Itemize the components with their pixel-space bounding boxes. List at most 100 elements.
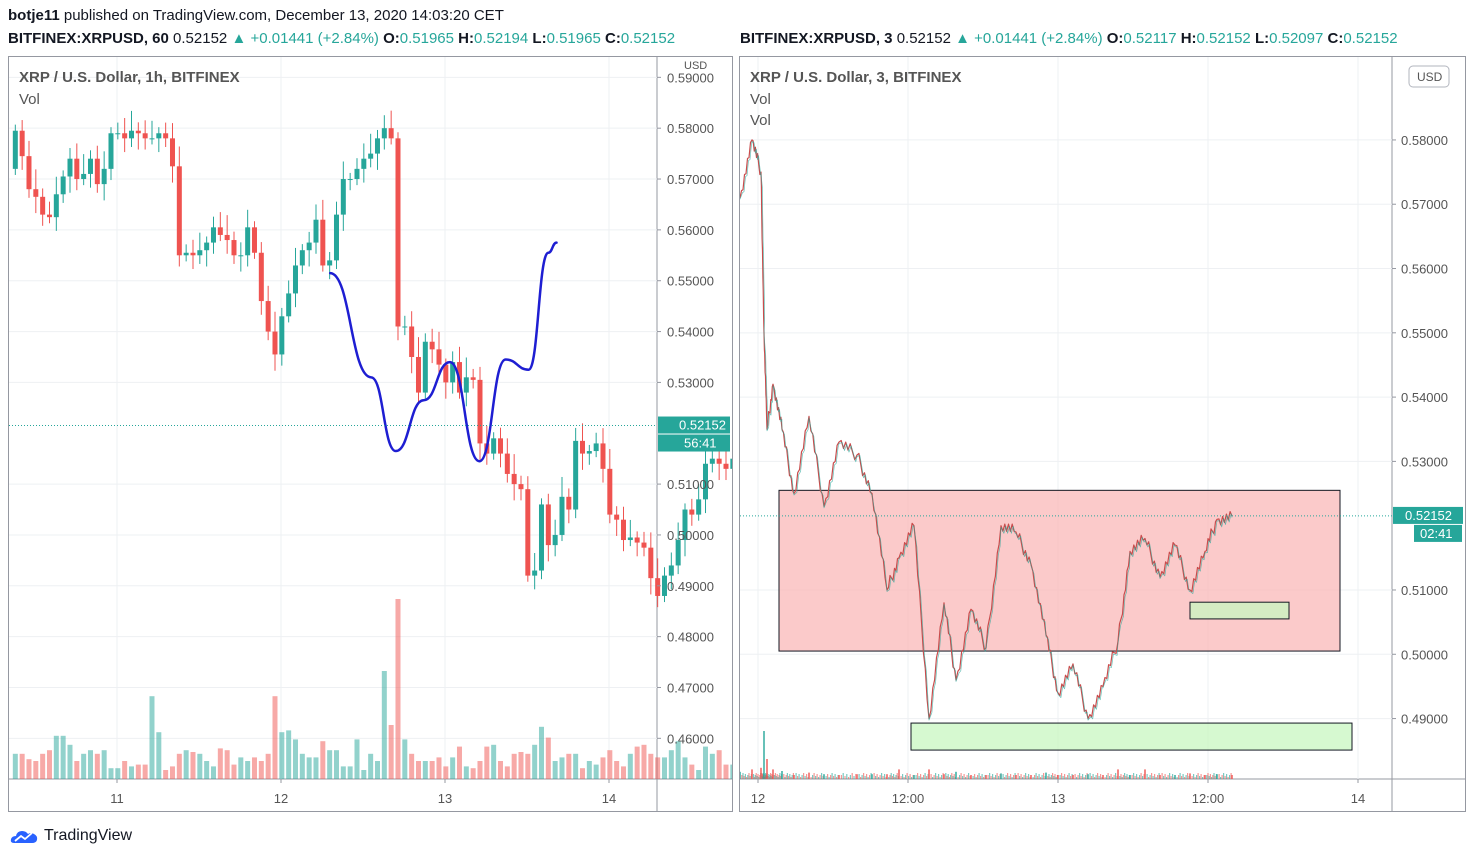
volume-bar bbox=[926, 776, 928, 779]
volume-bar bbox=[463, 766, 469, 779]
volume-bar bbox=[128, 766, 134, 779]
volume-bar bbox=[190, 752, 196, 779]
volume-bar bbox=[1110, 774, 1112, 779]
left-ticker: BITFINEX:XRPUSD, 60 0.52152 ▲ +0.01441 (… bbox=[8, 30, 676, 47]
candle bbox=[128, 130, 134, 139]
volume-bar bbox=[784, 777, 786, 779]
volume-bar bbox=[759, 775, 761, 779]
volume-bar bbox=[970, 775, 972, 779]
left-chart-svg[interactable]: 0.59000 0.58000 0.57000 0.56000 0.55000 0.540… bbox=[9, 57, 732, 811]
volume-bar bbox=[896, 773, 898, 779]
volume-bar bbox=[785, 775, 787, 779]
volume-bar bbox=[1136, 774, 1138, 779]
support-zone[interactable] bbox=[910, 722, 1353, 751]
volume-bar bbox=[1091, 776, 1093, 779]
volume-bar bbox=[950, 775, 952, 779]
volume-bar bbox=[115, 768, 121, 779]
volume-bar bbox=[863, 773, 865, 779]
volume-bar bbox=[525, 753, 531, 779]
price-line-up bbox=[740, 141, 1233, 721]
volume-bar bbox=[1077, 775, 1079, 779]
support-zone[interactable] bbox=[1189, 601, 1290, 620]
volume-bar bbox=[1169, 773, 1171, 779]
volume-bar bbox=[1213, 773, 1215, 779]
footer-brand: TradingView bbox=[44, 827, 133, 844]
y-tick-label: 0.48000 bbox=[667, 630, 714, 645]
volume-bar bbox=[902, 774, 904, 779]
currency-button[interactable]: USD bbox=[1408, 65, 1450, 88]
candle bbox=[450, 362, 456, 383]
volume-bar bbox=[981, 774, 983, 779]
y-tick-label: 0.47000 bbox=[667, 680, 714, 695]
right-chart-svg[interactable]: 0.58000 0.57000 0.56000 0.55000 0.54000 0.530… bbox=[740, 57, 1465, 811]
volume-bar bbox=[989, 773, 991, 779]
candle bbox=[532, 570, 538, 576]
volume-bar bbox=[756, 776, 758, 779]
volume-bar bbox=[975, 777, 977, 779]
volume-bar bbox=[920, 774, 922, 779]
volume-bar bbox=[783, 774, 785, 779]
volume-bar bbox=[1208, 776, 1210, 779]
candle bbox=[231, 240, 237, 256]
left-chart-panel[interactable]: 0.59000 0.58000 0.57000 0.56000 0.55000 0.540… bbox=[8, 56, 733, 812]
volume-bar bbox=[1007, 773, 1009, 779]
volume-bar bbox=[915, 775, 917, 779]
volume-bar bbox=[808, 772, 810, 779]
volume-bar bbox=[838, 775, 840, 779]
volume-bar bbox=[607, 750, 613, 779]
volume-bar bbox=[573, 753, 579, 779]
volume-bar bbox=[795, 773, 797, 779]
volume-bar bbox=[1076, 777, 1078, 779]
volume-bar bbox=[1184, 777, 1186, 779]
right-chart-title: XRP / U.S. Dollar, 3, BITFINEX bbox=[750, 69, 961, 86]
volume-bar bbox=[108, 768, 114, 779]
right-chart-panel[interactable]: 0.58000 0.57000 0.56000 0.55000 0.54000 0.530… bbox=[739, 56, 1466, 812]
volume-bar bbox=[1107, 773, 1109, 779]
volume-bar bbox=[361, 770, 367, 779]
volume-bar bbox=[279, 732, 285, 779]
y-tick-label: 0.56000 bbox=[667, 223, 714, 238]
volume-bar bbox=[306, 757, 312, 779]
volume-bar bbox=[1202, 777, 1204, 779]
volume-bar bbox=[980, 776, 982, 779]
freehand-drawing[interactable] bbox=[328, 241, 558, 463]
candle bbox=[566, 496, 572, 510]
y-tick-label: 0.49000 bbox=[667, 579, 714, 594]
tradingview-logo[interactable]: TradingView bbox=[10, 824, 132, 848]
x-tick-label: 12 bbox=[751, 791, 765, 806]
volume-bar bbox=[395, 599, 401, 779]
volume-bar bbox=[928, 769, 930, 779]
volume-bar bbox=[1211, 777, 1213, 779]
volume-bar bbox=[1164, 774, 1166, 779]
volume-bar bbox=[995, 775, 997, 779]
volume-bar bbox=[778, 775, 780, 779]
volume-bar bbox=[1043, 773, 1045, 779]
left-ticker-change: +0.01441 (+2.84%) bbox=[250, 30, 379, 47]
candle bbox=[190, 252, 196, 256]
volume-bar bbox=[668, 750, 674, 779]
volume-bar bbox=[871, 774, 873, 779]
candle bbox=[142, 133, 148, 139]
candle bbox=[614, 514, 620, 520]
volume-bar bbox=[751, 769, 753, 779]
author-name[interactable]: botje11 bbox=[8, 7, 60, 24]
candle bbox=[19, 130, 25, 157]
volume-bar bbox=[1172, 774, 1174, 779]
resistance-zone[interactable] bbox=[778, 489, 1341, 652]
volume-bar bbox=[740, 771, 741, 779]
volume-bar bbox=[1064, 774, 1066, 779]
volume-bar bbox=[1106, 775, 1108, 779]
volume-bar bbox=[960, 773, 962, 779]
volume-bar bbox=[600, 757, 606, 779]
volume-bar bbox=[894, 777, 896, 779]
volume-bar bbox=[1221, 775, 1223, 779]
volume-bar bbox=[886, 774, 888, 779]
volume-bar bbox=[67, 744, 73, 779]
volume-bar bbox=[245, 761, 251, 779]
volume-bar bbox=[265, 753, 271, 779]
candle bbox=[33, 189, 39, 197]
volume-bar bbox=[450, 757, 456, 779]
candle bbox=[702, 463, 708, 500]
volume-bar bbox=[1067, 775, 1069, 779]
volume-bar bbox=[593, 764, 599, 779]
